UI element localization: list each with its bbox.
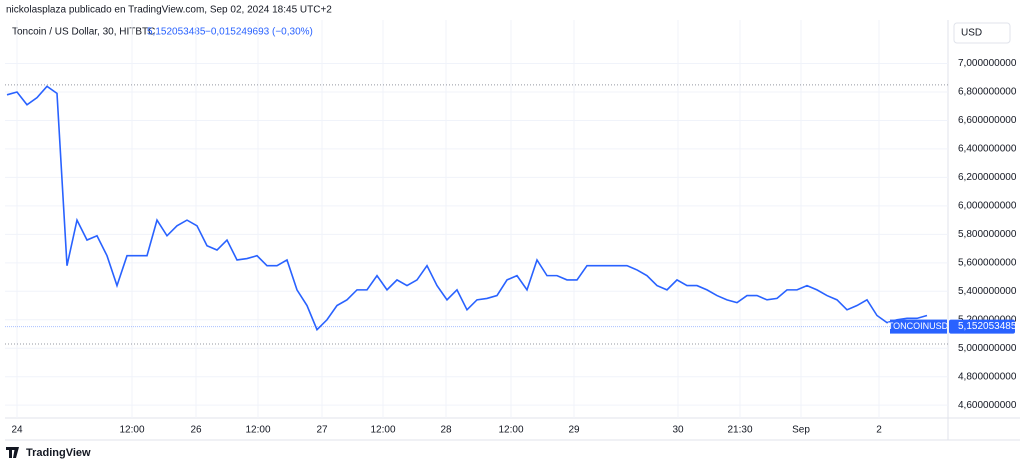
y-tick-label: 6,600000000: [958, 115, 1017, 126]
y-tick-label: 6,000000000: [958, 201, 1017, 212]
last-price: 5,152053485: [147, 27, 206, 38]
brand-logo: [6, 447, 19, 458]
y-tick-label: 6,800000000: [958, 87, 1017, 98]
symbol-tag: [890, 319, 947, 334]
x-tick-label: Sep: [792, 425, 810, 436]
x-tick-label: 12:00: [119, 425, 144, 436]
currency: USD: [961, 28, 982, 39]
y-tick-label: 6,200000000: [958, 172, 1017, 183]
y-tick-label: 5,800000000: [958, 229, 1017, 240]
x-tick-label: 24: [11, 425, 23, 436]
x-tick-label: 27: [316, 425, 328, 436]
x-tick-label: 12:00: [370, 425, 395, 436]
price-line: [6, 85, 928, 332]
y-tick-label: 5,600000000: [958, 257, 1017, 268]
y-tick-label: 6,400000000: [958, 144, 1017, 155]
x-tick-label: 21:30: [727, 425, 752, 436]
x-tick-label: 29: [568, 425, 580, 436]
y-tick-label: 5,000000000: [958, 343, 1017, 354]
x-tick-label: 12:00: [245, 425, 270, 436]
symbol: Toncoin / US Dollar, 30, HITBTC: [12, 27, 155, 38]
brand: TradingView: [26, 447, 91, 459]
x-tick-label: 30: [672, 425, 684, 436]
price-tag-label: 5,152053485: [958, 321, 1017, 332]
publisher: nickolasplaza publicado en TradingView.c…: [6, 5, 332, 16]
price-tag: [949, 319, 1015, 334]
x-tick-label: 12:00: [498, 425, 523, 436]
y-tick-label: 4,600000000: [958, 400, 1017, 411]
y-tick-label: 5,400000000: [958, 286, 1017, 297]
x-tick-label: 2: [876, 425, 882, 436]
price-change: −0,015249693 (−0,30%): [205, 27, 313, 38]
y-tick-label: 4,800000000: [958, 371, 1017, 382]
currency-button[interactable]: [953, 22, 1011, 44]
y-tick-label: 7,000000000: [958, 58, 1017, 69]
x-tick-label: 28: [440, 425, 452, 436]
x-tick-label: 26: [190, 425, 202, 436]
symbol-tag-label: TONCOINUSD: [888, 321, 949, 331]
